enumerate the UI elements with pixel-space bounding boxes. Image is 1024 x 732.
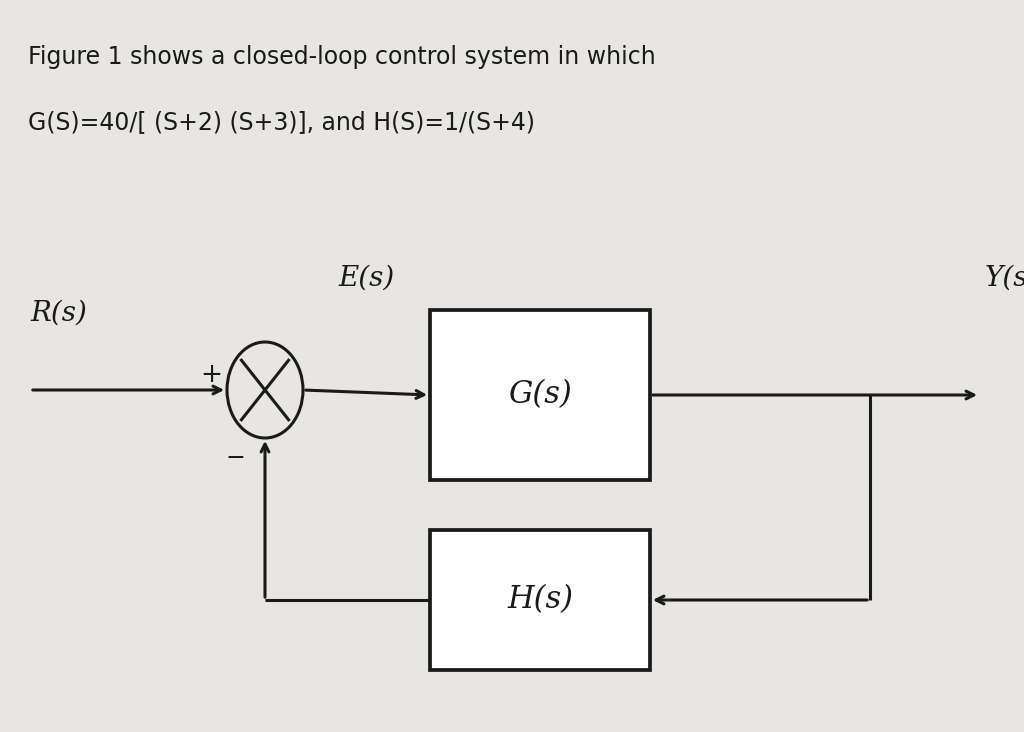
Text: −: − xyxy=(225,446,245,470)
Bar xyxy=(430,310,650,480)
Text: Y(s): Y(s) xyxy=(985,265,1024,292)
Text: Figure 1 shows a closed-loop control system in which: Figure 1 shows a closed-loop control sys… xyxy=(28,45,655,69)
Text: H(s): H(s) xyxy=(507,584,573,616)
Text: R(s): R(s) xyxy=(30,300,87,327)
Text: G(s): G(s) xyxy=(508,379,571,411)
Bar xyxy=(430,530,650,670)
Text: +: + xyxy=(200,362,222,388)
Text: G(S)=40/[ (S+2) (S+3)], and H(S)=1/(S+4): G(S)=40/[ (S+2) (S+3)], and H(S)=1/(S+4) xyxy=(28,110,535,134)
Ellipse shape xyxy=(227,342,303,438)
Text: E(s): E(s) xyxy=(338,265,394,292)
